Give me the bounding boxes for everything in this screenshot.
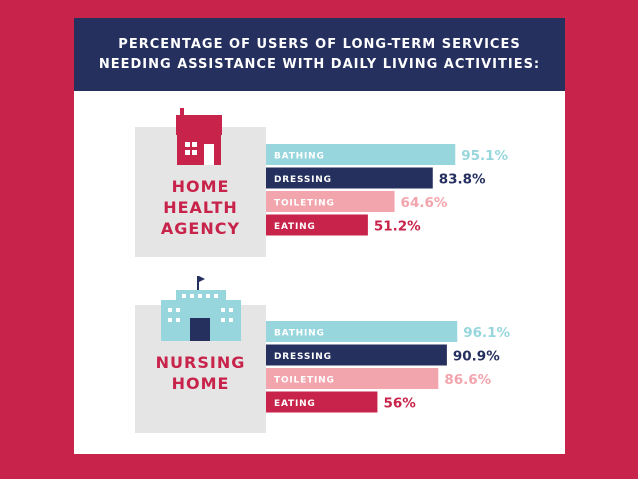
category-label-1-1: DRESSING (274, 352, 332, 362)
home-health-label-line-2: HEALTH (163, 198, 238, 217)
bar-0-toileting (266, 191, 395, 212)
value-label-0-3: 51.2% (374, 219, 421, 235)
title-line-1: PERCENTAGE OF USERS OF LONG-TERM SERVICE… (118, 37, 521, 52)
category-label-1-2: TOILETING (274, 376, 335, 386)
home-health-label-line-1: HOME (171, 177, 230, 196)
category-label-0-3: EATING (274, 222, 316, 232)
home-health-label-line-3: AGENCY (160, 219, 241, 238)
nursing-home-label-line-1: NURSING (155, 353, 246, 372)
bar-0-dressing (266, 167, 433, 189)
bar-0-eating (266, 214, 368, 236)
hospital-building-icon (161, 276, 241, 341)
title-banner: PERCENTAGE OF USERS OF LONG-TERM SERVICE… (74, 18, 565, 91)
title-line-2: NEEDING ASSISTANCE WITH DAILY LIVING ACT… (98, 57, 541, 72)
bar-0-bathing (266, 144, 456, 165)
category-label-1-0: BATHING (274, 329, 325, 339)
value-label-0-1: 83.8% (439, 172, 486, 188)
value-label-0-0: 95.1% (461, 148, 508, 164)
bar-1-toileting (266, 368, 439, 389)
home-health-label: HOME HEALTH AGENCY (135, 176, 266, 239)
house-icon (176, 108, 222, 165)
value-label-1-1: 90.9% (453, 349, 500, 365)
value-label-1-2: 86.6% (444, 372, 491, 388)
bar-1-eating (266, 391, 378, 413)
bar-1-dressing (266, 344, 447, 366)
category-label-0-2: TOILETING (274, 199, 335, 209)
value-label-1-0: 96.1% (463, 325, 510, 341)
nursing-home-label-line-2: HOME (171, 374, 230, 393)
bar-1-bathing (266, 321, 458, 342)
nursing-home-label: NURSING HOME (135, 352, 266, 394)
category-label-0-1: DRESSING (274, 175, 332, 185)
category-label-1-3: EATING (274, 399, 316, 409)
category-label-0-0: BATHING (274, 152, 325, 162)
bars-layer: BATHING 95.1% DRESSING 83.8% TOILETING 64.6% E… (266, 144, 511, 413)
value-label-1-3: 56% (383, 396, 416, 412)
value-label-0-2: 64.6% (401, 195, 448, 211)
